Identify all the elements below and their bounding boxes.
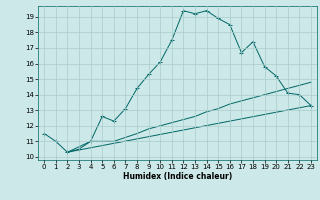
X-axis label: Humidex (Indice chaleur): Humidex (Indice chaleur) <box>123 172 232 181</box>
